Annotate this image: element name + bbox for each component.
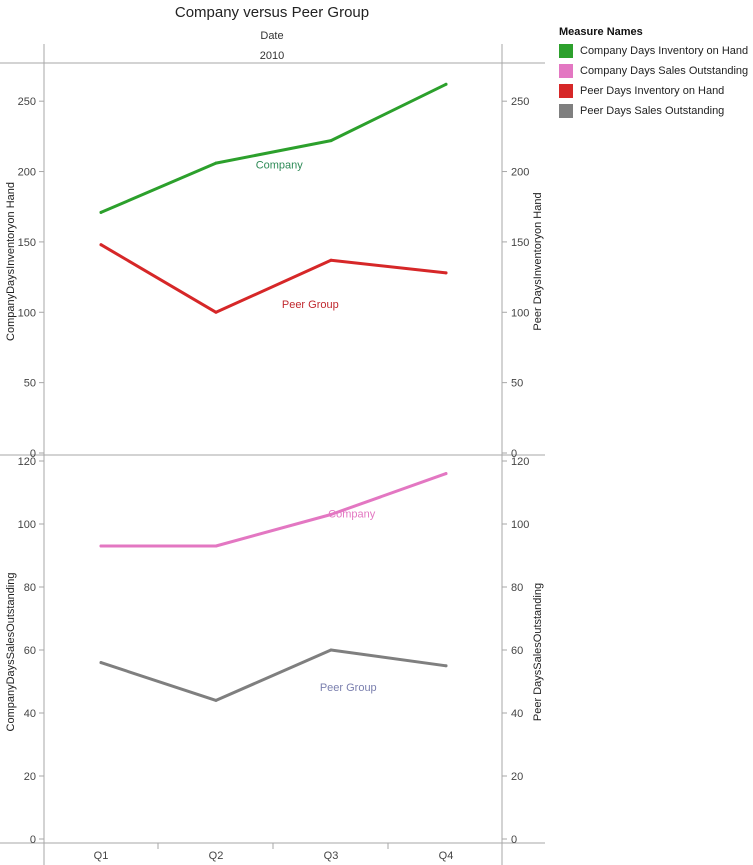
legend-swatch bbox=[559, 84, 573, 98]
data-point bbox=[444, 472, 448, 476]
y-axis-title-left: CompanyDaysInventoryon Hand bbox=[5, 182, 17, 341]
y-tick-label-left: 250 bbox=[18, 96, 36, 108]
legend-title: Measure Names bbox=[559, 26, 643, 38]
data-point bbox=[214, 161, 218, 165]
legend-item: Company Days Inventory on Hand bbox=[559, 41, 753, 61]
y-tick-label-left: 0 bbox=[30, 448, 36, 460]
x-tick-label: Q3 bbox=[324, 850, 339, 862]
data-point bbox=[214, 310, 218, 314]
y-tick-label-left: 80 bbox=[24, 582, 36, 594]
y-tick-label-left: 100 bbox=[18, 307, 36, 319]
data-point bbox=[329, 513, 333, 516]
data-point bbox=[99, 661, 103, 665]
y-tick-label-left: 200 bbox=[18, 167, 36, 179]
series-annotation: Company bbox=[256, 160, 304, 172]
data-point bbox=[99, 243, 103, 247]
series-annotation: Peer Group bbox=[320, 682, 377, 694]
y-tick-label-right: 150 bbox=[511, 237, 529, 249]
legend-label: Peer Days Sales Outstanding bbox=[580, 105, 725, 117]
data-point bbox=[444, 82, 448, 86]
y-tick-label-left: 50 bbox=[24, 378, 36, 390]
y-tick-label-right: 200 bbox=[511, 167, 529, 179]
y-axis-title-left: CompanyDaysSalesOutstanding bbox=[5, 573, 17, 732]
x-tick-label: Q1 bbox=[94, 850, 109, 862]
column-value: 2010 bbox=[260, 50, 284, 62]
y-tick-label-left: 20 bbox=[24, 771, 36, 783]
legend-swatch bbox=[559, 64, 573, 78]
chart-title: Company versus Peer Group bbox=[175, 4, 369, 21]
y-tick-label-left: 60 bbox=[24, 645, 36, 657]
legend-items: Company Days Inventory on Hand Company Da… bbox=[559, 41, 753, 121]
y-tick-label-right: 250 bbox=[511, 96, 529, 108]
legend-label: Peer Days Inventory on Hand bbox=[580, 85, 725, 97]
legend-label: Company Days Inventory on Hand bbox=[580, 45, 749, 57]
data-point bbox=[329, 258, 333, 262]
legend-swatch bbox=[559, 104, 573, 118]
data-point bbox=[444, 271, 448, 275]
column-header: Date bbox=[260, 30, 283, 42]
data-point bbox=[329, 648, 333, 652]
series-line bbox=[99, 82, 448, 214]
series-annotation: Company bbox=[328, 509, 376, 521]
y-tick-label-right: 0 bbox=[511, 448, 517, 460]
series-line bbox=[99, 243, 448, 314]
series-annotation: Peer Group bbox=[282, 299, 339, 311]
legend-label: Company Days Sales Outstanding bbox=[580, 65, 749, 77]
data-point bbox=[329, 139, 333, 143]
legend-item: Peer Days Sales Outstanding bbox=[559, 101, 753, 121]
x-tick-label: Q4 bbox=[439, 850, 454, 862]
y-tick-label-left: 120 bbox=[18, 456, 36, 468]
series-line bbox=[99, 648, 448, 702]
data-point bbox=[214, 698, 218, 702]
y-tick-label-right: 40 bbox=[511, 708, 523, 720]
y-tick-label-left: 0 bbox=[30, 834, 36, 846]
y-tick-label-right: 100 bbox=[511, 519, 529, 531]
x-tick-label: Q2 bbox=[209, 850, 224, 862]
legend-swatch bbox=[559, 44, 573, 58]
y-tick-label-left: 100 bbox=[18, 519, 36, 531]
data-point bbox=[99, 544, 103, 548]
y-tick-label-left: 40 bbox=[24, 708, 36, 720]
data-point bbox=[99, 210, 103, 214]
y-tick-label-right: 60 bbox=[511, 645, 523, 657]
legend: Measure Names Company Days Inventory on … bbox=[559, 26, 753, 121]
y-tick-label-right: 0 bbox=[511, 834, 517, 846]
data-point bbox=[214, 544, 218, 548]
y-tick-label-left: 150 bbox=[18, 237, 36, 249]
y-tick-label-right: 120 bbox=[511, 456, 529, 468]
series-line bbox=[99, 472, 448, 548]
data-point bbox=[444, 664, 448, 668]
y-axis-title-right: Peer DaysInventoryon Hand bbox=[532, 192, 544, 330]
legend-item: Peer Days Inventory on Hand bbox=[559, 81, 753, 101]
legend-item: Company Days Sales Outstanding bbox=[559, 61, 753, 81]
y-tick-label-right: 50 bbox=[511, 378, 523, 390]
y-axis-title-right: Peer DaysSalesOutstanding bbox=[532, 583, 544, 721]
y-tick-label-right: 20 bbox=[511, 771, 523, 783]
y-tick-label-right: 100 bbox=[511, 307, 529, 319]
y-tick-label-right: 80 bbox=[511, 582, 523, 594]
